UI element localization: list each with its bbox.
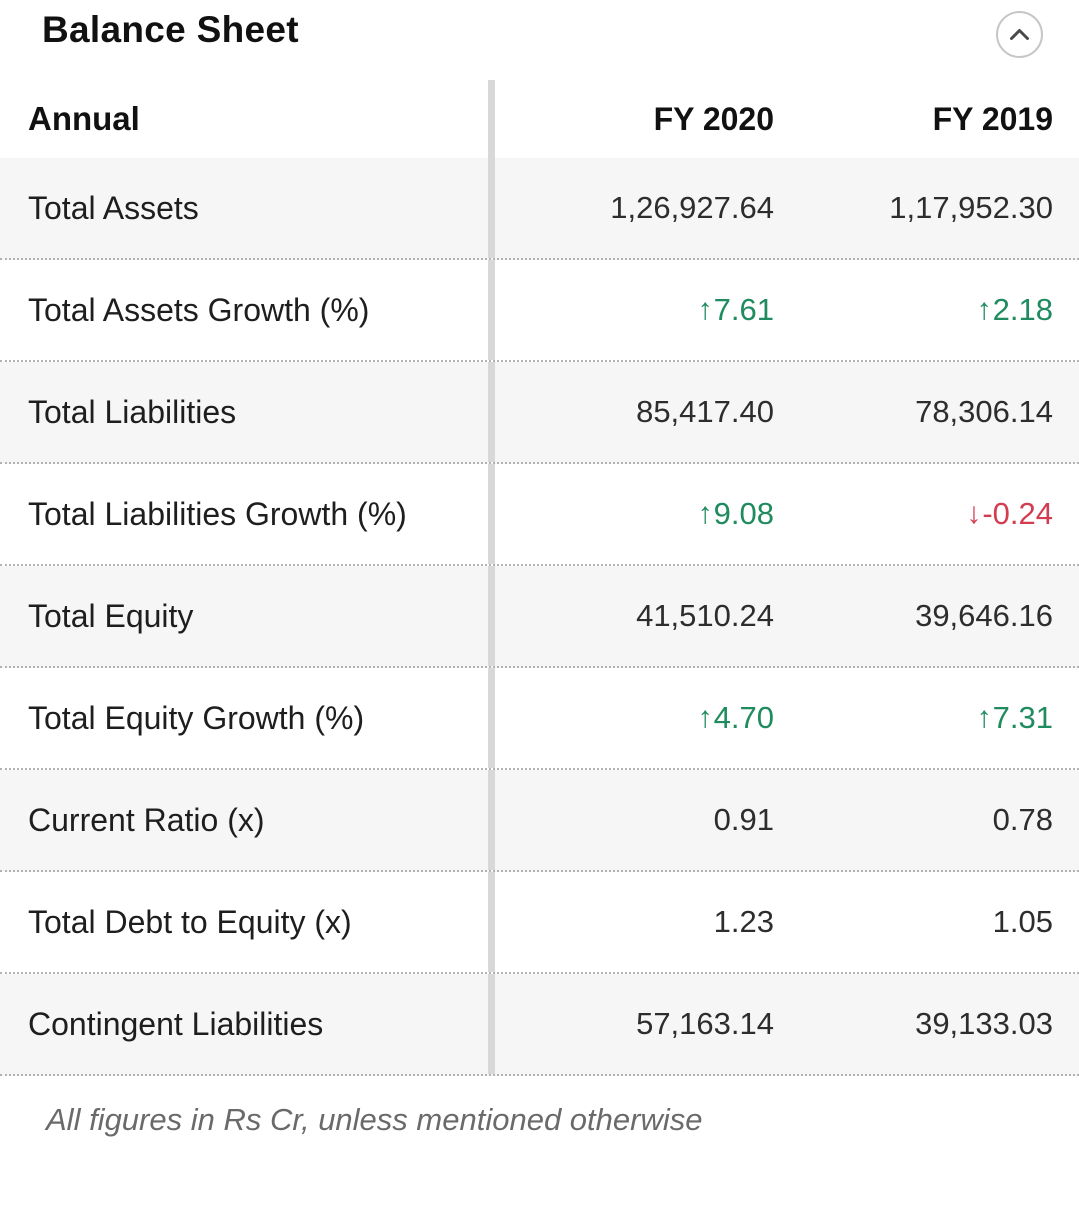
fy2020-value: 1.23 bbox=[713, 904, 774, 939]
fy2019-value: ↑ 7.31 bbox=[976, 700, 1053, 735]
metric-label: Total Assets bbox=[0, 158, 495, 258]
fy2020-value: ↑ 9.08 bbox=[697, 496, 774, 531]
trend-up-icon: ↑ bbox=[697, 497, 713, 530]
fy2020-value: ↑ 4.70 bbox=[697, 700, 774, 735]
period-header: Annual bbox=[0, 80, 495, 158]
collapse-button[interactable] bbox=[996, 11, 1043, 58]
fy2020-value: 1,26,927.64 bbox=[610, 190, 774, 225]
trend-up-icon: ↑ bbox=[697, 701, 713, 734]
metric-label: Total Assets Growth (%) bbox=[0, 260, 495, 360]
balance-sheet-widget: Balance Sheet Annual FY 2020 FY 2019 Tot… bbox=[0, 0, 1079, 1137]
widget-header: Balance Sheet bbox=[0, 0, 1079, 80]
footer-note: All figures in Rs Cr, unless mentioned o… bbox=[46, 1102, 703, 1137]
fy2020-value: 57,163.14 bbox=[636, 1006, 774, 1041]
fy2019-value: 78,306.14 bbox=[915, 394, 1053, 429]
fy2020-value: 85,417.40 bbox=[636, 394, 774, 429]
page-title: Balance Sheet bbox=[42, 9, 299, 50]
table-row: Total Equity Growth (%) ↑ 4.70 ↑ 7.31 bbox=[0, 668, 1079, 770]
fy2019-value: ↓ -0.24 bbox=[966, 496, 1053, 531]
metric-label: Total Debt to Equity (x) bbox=[0, 872, 495, 972]
fy2019-value: 1,17,952.30 bbox=[889, 190, 1053, 225]
trend-up-icon: ↑ bbox=[976, 701, 992, 734]
metric-label: Total Equity bbox=[0, 566, 495, 666]
table-body: Total Assets 1,26,927.64 1,17,952.30 Tot… bbox=[0, 158, 1079, 1076]
metric-label: Current Ratio (x) bbox=[0, 770, 495, 870]
metric-label: Total Liabilities Growth (%) bbox=[0, 464, 495, 564]
table-row: Total Liabilities 85,417.40 78,306.14 bbox=[0, 362, 1079, 464]
table-row: Total Debt to Equity (x) 1.23 1.05 bbox=[0, 872, 1079, 974]
chevron-up-icon bbox=[1009, 28, 1030, 41]
balance-sheet-table: Annual FY 2020 FY 2019 Total Assets 1,26… bbox=[0, 80, 1079, 1076]
fy2020-value: 41,510.24 bbox=[636, 598, 774, 633]
metric-label: Total Liabilities bbox=[0, 362, 495, 462]
fy2019-value: ↑ 2.18 bbox=[976, 292, 1053, 327]
column-header-fy2020: FY 2020 bbox=[653, 100, 774, 137]
fy2019-value: 39,646.16 bbox=[915, 598, 1053, 633]
fy2020-value: ↑ 7.61 bbox=[697, 292, 774, 327]
table-row: Total Equity 41,510.24 39,646.16 bbox=[0, 566, 1079, 668]
trend-up-icon: ↑ bbox=[976, 293, 992, 326]
metric-label: Total Equity Growth (%) bbox=[0, 668, 495, 768]
metric-label: Contingent Liabilities bbox=[0, 974, 495, 1074]
fy2020-value: 0.91 bbox=[713, 802, 774, 837]
table-row: Total Assets 1,26,927.64 1,17,952.30 bbox=[0, 158, 1079, 260]
fy2019-value: 0.78 bbox=[992, 802, 1053, 837]
table-row: Total Assets Growth (%) ↑ 7.61 ↑ 2.18 bbox=[0, 260, 1079, 362]
fy2019-value: 39,133.03 bbox=[915, 1006, 1053, 1041]
table-row: Total Liabilities Growth (%) ↑ 9.08 ↓ -0.2… bbox=[0, 464, 1079, 566]
table-row: Current Ratio (x) 0.91 0.78 bbox=[0, 770, 1079, 872]
table-header-row: Annual FY 2020 FY 2019 bbox=[0, 80, 1079, 158]
fy2019-value: 1.05 bbox=[992, 904, 1053, 939]
column-header-fy2019: FY 2019 bbox=[932, 100, 1053, 137]
table-row: Contingent Liabilities 57,163.14 39,133.… bbox=[0, 974, 1079, 1076]
trend-up-icon: ↑ bbox=[697, 293, 713, 326]
trend-down-icon: ↓ bbox=[966, 497, 982, 530]
